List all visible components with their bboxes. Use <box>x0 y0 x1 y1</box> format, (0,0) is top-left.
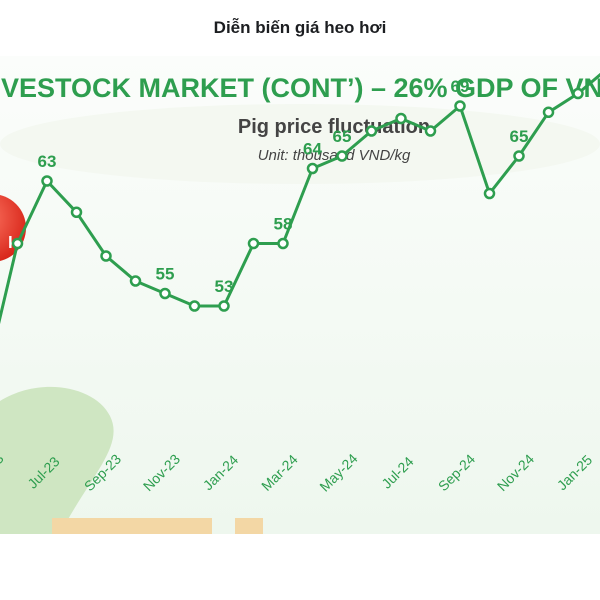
data-point <box>277 237 289 250</box>
post-footer <box>0 534 600 600</box>
data-point <box>572 87 584 100</box>
data-label: 53 <box>215 277 234 296</box>
data-point <box>159 287 171 300</box>
decor-hill <box>0 386 114 534</box>
pig-price-chart: LIVESTOCK MARKET (CONT’) – 26% GDP OF VN… <box>0 56 600 534</box>
chart-title: Pig price fluctuation <box>238 116 430 138</box>
chart-subtitle: Unit: thousand VND/kg <box>258 147 411 164</box>
data-point <box>247 237 260 250</box>
data-point <box>424 125 437 137</box>
data-label: 65 <box>333 127 352 146</box>
data-label: 58 <box>274 215 293 234</box>
decor-strip-left <box>52 518 212 534</box>
data-point <box>188 300 201 312</box>
decor-cloud <box>0 104 600 184</box>
data-point <box>11 237 24 250</box>
data-label: 63 <box>38 152 57 171</box>
infographic-heading: LIVESTOCK MARKET (CONT’) – 26% GDP OF VN <box>0 73 600 103</box>
series-line <box>0 72 600 325</box>
data-label: 65 <box>510 127 529 146</box>
data-point <box>513 150 525 162</box>
data-point <box>100 250 112 262</box>
data-point <box>70 206 83 218</box>
data-point <box>336 150 348 162</box>
decor-strip-right <box>235 518 263 534</box>
data-point <box>365 125 378 137</box>
data-point <box>483 187 496 200</box>
post-header: Diễn biến giá heo hơi <box>0 0 600 56</box>
post-title: Diễn biến giá heo hơi <box>213 18 387 37</box>
data-point <box>395 112 407 125</box>
data-point <box>306 162 319 175</box>
data-point <box>218 300 230 312</box>
data-point <box>454 100 466 112</box>
data-point <box>542 106 555 118</box>
data-label: 55 <box>156 265 175 284</box>
data-label: 69 <box>451 77 470 96</box>
data-point <box>41 175 53 187</box>
infographic-figure: LIVESTOCK MARKET (CONT’) – 26% GDP OF VN… <box>0 56 600 534</box>
data-label: 64 <box>303 140 322 159</box>
data-point <box>129 275 142 287</box>
